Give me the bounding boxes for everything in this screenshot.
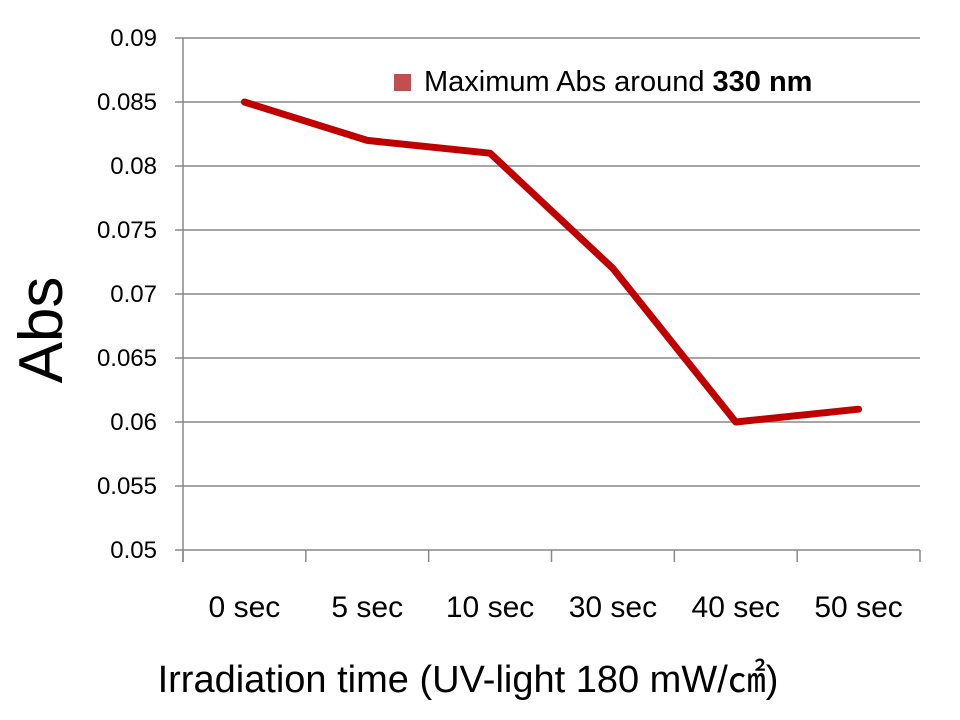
x-tick-labels: 0 sec 5 sec 10 sec 30 sec 40 sec 50 sec	[209, 591, 903, 624]
y-tick-label: 0.06	[110, 409, 157, 436]
y-axis-label: Abs	[7, 277, 76, 384]
series-line	[240, 98, 863, 426]
legend-label: Maximum Abs around 330 nm	[424, 66, 812, 98]
y-tick-label: 0.075	[97, 217, 157, 244]
y-tick-label: 0.065	[97, 345, 157, 372]
x-tick-label: 0 sec	[209, 591, 281, 624]
gridlines	[175, 37, 921, 562]
x-tick-label: 5 sec	[331, 591, 403, 624]
legend-marker	[394, 74, 411, 91]
x-tick-label: 10 sec	[446, 591, 534, 624]
x-tick-label: 40 sec	[692, 591, 780, 624]
y-tick-label: 0.085	[97, 89, 157, 116]
y-tick-label: 0.05	[110, 537, 157, 564]
x-tick-label: 50 sec	[814, 591, 902, 624]
y-tick-label: 0.09	[110, 25, 157, 52]
legend-label-bold: 330 nm	[713, 66, 813, 98]
y-tick-label: 0.08	[110, 153, 157, 180]
x-axis-label: Irradiation time (UV-light 180 mW/㎠)	[158, 659, 779, 701]
legend-label-plain: Maximum Abs around	[424, 66, 713, 98]
y-tick-label: 0.07	[110, 281, 157, 308]
series-lines	[240, 98, 863, 426]
legend: Maximum Abs around 330 nm	[394, 66, 812, 98]
y-tick-label: 0.055	[97, 473, 157, 500]
x-tick-label: 30 sec	[569, 591, 657, 624]
y-tick-labels: 0.05 0.055 0.06 0.065 0.07 0.075 0.08 0.085 0.09	[97, 25, 157, 564]
